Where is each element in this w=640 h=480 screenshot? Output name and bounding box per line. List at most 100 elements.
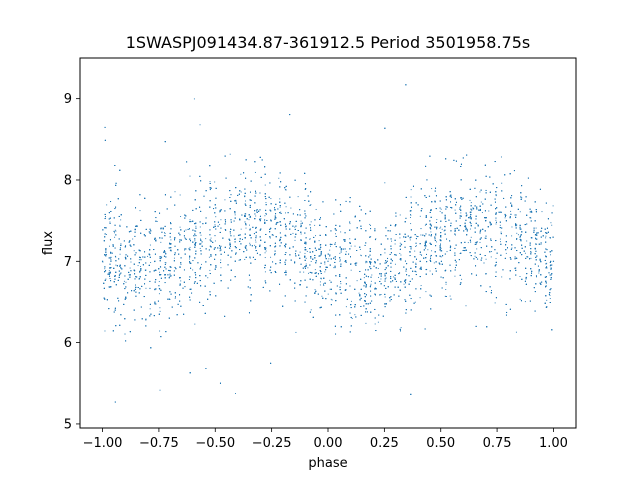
data-point [420,285,422,287]
data-point [264,257,266,259]
data-point [279,206,281,208]
data-point [439,210,441,212]
data-point [495,223,497,225]
data-point [474,255,476,257]
data-point [184,249,186,251]
data-point [203,195,205,197]
data-point [310,221,312,223]
data-point [240,191,242,193]
data-point [501,182,503,184]
data-point [479,191,481,193]
data-point [140,265,142,267]
data-point [115,264,117,266]
data-point [224,199,226,201]
data-point [427,249,429,251]
data-point [159,307,161,309]
data-point [454,234,456,236]
data-point [511,247,513,249]
data-point [295,331,297,333]
data-point [505,252,507,254]
data-point [132,238,134,240]
data-point [265,202,267,204]
data-point [264,252,266,254]
data-point [446,251,448,253]
data-point [219,224,221,226]
data-point [249,257,251,259]
data-point [420,234,422,236]
data-point [377,321,379,323]
data-point [536,243,538,245]
data-point [327,260,329,262]
data-point [219,209,221,211]
data-point [219,250,221,252]
data-point [334,267,336,269]
data-point [279,198,281,200]
data-point [194,240,196,242]
data-points [101,84,555,403]
data-point [139,271,141,273]
data-point [384,296,386,298]
data-point [314,289,316,291]
data-point [546,299,548,301]
data-point [110,252,112,254]
data-point [248,219,250,221]
data-point [431,250,433,252]
data-point [467,242,469,244]
data-point [550,222,552,224]
data-point [104,330,106,332]
data-point [174,191,176,193]
data-point [125,281,127,283]
data-point [115,256,117,258]
data-point [304,241,306,243]
data-point [238,259,240,261]
data-point [444,295,446,297]
data-point [109,221,111,223]
data-point [318,240,320,242]
data-point [410,223,412,225]
data-point [220,267,222,269]
data-point [490,256,492,258]
data-point [180,216,182,217]
data-point [330,245,332,247]
data-point [110,259,112,261]
data-point [345,251,347,253]
data-point [499,238,501,240]
data-point [504,217,506,219]
data-point [476,248,478,250]
data-point [280,211,282,213]
data-point [215,216,217,218]
data-point [465,228,467,230]
data-point [220,219,222,221]
data-point [445,206,447,208]
data-point [356,280,358,282]
data-point [550,254,552,256]
data-point [254,171,256,173]
data-point [245,222,247,224]
data-point [210,237,212,239]
data-point [265,247,267,249]
data-point [410,189,412,191]
data-point [119,224,121,226]
data-point [199,238,201,240]
data-point [321,295,323,297]
data-point [416,235,418,237]
data-point [549,265,551,267]
data-point [195,225,197,227]
data-point [199,124,201,126]
data-point [285,206,287,208]
data-point [130,261,132,263]
data-point [403,283,405,285]
data-point [552,260,555,262]
data-point [145,269,147,271]
data-point [459,207,461,209]
data-point [254,244,256,246]
data-point [443,230,445,232]
data-point [380,278,382,280]
data-point [429,270,431,272]
data-point [102,261,104,263]
data-point [200,234,202,236]
data-point [440,250,442,252]
data-point [516,232,518,234]
data-point [300,220,302,222]
data-point [349,223,351,225]
